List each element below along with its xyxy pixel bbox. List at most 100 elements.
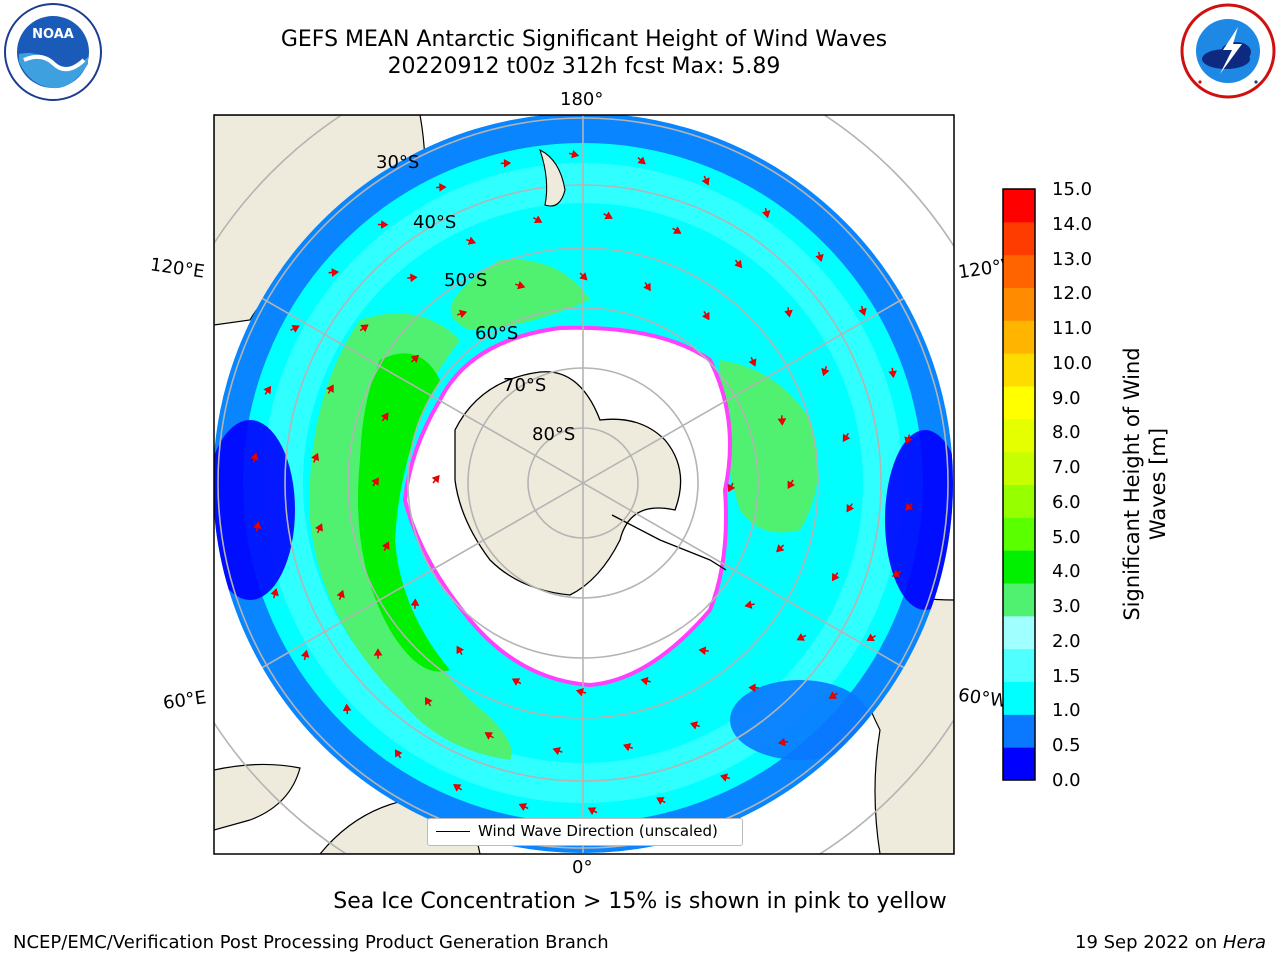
wind-arrow-head: [533, 215, 543, 223]
colorbar-segment: [1003, 320, 1035, 354]
wind-arrow-head: [381, 541, 390, 550]
colorbar-segment: [1003, 583, 1035, 617]
wind-arrow-head: [517, 281, 526, 290]
wind-arrow-head: [431, 474, 440, 484]
colorbar-tick-label: 0.0: [1052, 770, 1081, 791]
wind-arrow-head: [371, 477, 380, 486]
wind-arrow-head: [360, 324, 369, 333]
colorbar-tick-label: 6.0: [1052, 491, 1081, 513]
wind-arrow-head: [784, 309, 793, 318]
wind-arrow-head: [410, 598, 420, 606]
lon-label-180: 180°: [560, 89, 604, 110]
colorbar-tick-label: 12.0: [1052, 283, 1093, 305]
colorbar-segment: [1003, 287, 1035, 321]
colorbar-tick-label: 0.5: [1052, 735, 1081, 757]
map-legend: Wind Wave Direction (unscaled): [427, 818, 743, 846]
wind-arrows: [250, 149, 914, 815]
colorbar-segment: [1003, 353, 1035, 387]
colorbar-segment: [1003, 714, 1035, 748]
colorbar-tick-label: 1.0: [1052, 700, 1081, 722]
antarctic-map: 30°S 40°S 50°S 60°S 70°S 80°S: [213, 114, 955, 855]
wind-arrow-head: [425, 696, 433, 706]
colorbar-segment: [1003, 386, 1035, 420]
lat-label-80s: 80°S: [532, 424, 575, 445]
colorbar-tick-label: 4.0: [1052, 561, 1081, 583]
wind-arrow-head: [453, 784, 462, 792]
wind-arrow-head: [815, 253, 824, 263]
noaa-logo-text: NOAA: [32, 27, 74, 42]
wind-arrow-head: [252, 521, 262, 530]
wind-arrow-head: [270, 588, 279, 597]
wind-arrow-head: [656, 797, 665, 805]
wind-arrow-head: [734, 259, 743, 269]
wind-arrow-head: [842, 433, 851, 443]
wind-arrow-head: [291, 324, 300, 333]
colorbar-label: Significant Height of Wind Waves [m]: [1120, 347, 1170, 621]
wind-arrow-head: [263, 385, 272, 395]
colorbar-segment: [1003, 681, 1035, 715]
lat-label-70s: 70°S: [503, 375, 546, 396]
noaa-logo: NOAA: [4, 3, 102, 101]
wind-arrow-head: [622, 743, 632, 752]
wind-arrow-head: [846, 503, 855, 513]
colorbar-tick-label: 8.0: [1052, 422, 1081, 444]
wind-arrow-head: [315, 523, 323, 532]
colorbar-segment: [1003, 615, 1035, 650]
wind-arrow-head: [891, 569, 901, 577]
wind-arrow-head: [575, 687, 584, 697]
wind-arrow-head: [342, 703, 352, 712]
wind-arrow-head: [776, 544, 785, 553]
wind-arrow-head: [458, 309, 468, 319]
wind-arrow-head: [467, 236, 477, 245]
wind-arrow-head: [373, 648, 383, 656]
colorbar-segment: [1003, 517, 1035, 551]
lat-label-40s: 40°S: [413, 212, 456, 233]
wind-arrow-head: [326, 384, 334, 393]
footer-date-text: 19 Sep 2022 on: [1075, 932, 1223, 953]
wind-arrow-head: [787, 480, 796, 490]
wind-arrow-head: [503, 158, 512, 168]
wind-arrow-head: [518, 803, 528, 811]
colorbar-tick-label: 5.0: [1052, 526, 1081, 548]
colorbar-tick-label: 1.5: [1052, 665, 1081, 687]
legend-line-sample: [436, 831, 470, 832]
wind-arrow-head: [673, 226, 682, 234]
lat-label-50s: 50°S: [444, 270, 487, 291]
colorbar-tick-label: 14.0: [1052, 213, 1093, 235]
wind-arrow-head: [579, 272, 588, 281]
colorbar-tick-label: 3.0: [1052, 596, 1081, 618]
map-title: GEFS MEAN Antarctic Significant Height o…: [280, 27, 888, 52]
legend-label: Wind Wave Direction (unscaled): [478, 822, 718, 840]
colorbar-segment: [1003, 189, 1035, 223]
footer-credit: NCEP/EMC/Verification Post Processing Pr…: [13, 932, 609, 953]
wind-arrow-head: [689, 721, 699, 730]
wind-arrow-head: [727, 483, 736, 493]
wind-arrow-head: [888, 370, 897, 379]
wind-arrow-head: [796, 633, 805, 641]
wind-arrow-head: [637, 156, 646, 165]
lon-label-60e: 60°E: [161, 687, 208, 714]
wind-arrow-head: [410, 354, 419, 363]
wind-arrow-head: [640, 676, 649, 686]
colorbar-segment: [1003, 418, 1035, 453]
wind-arrow-head: [331, 268, 340, 277]
wind-arrow-head: [571, 149, 580, 159]
lon-label-120e: 120°E: [148, 254, 206, 283]
wind-arrow-head: [698, 646, 707, 655]
wind-arrow-head: [604, 211, 613, 220]
wind-arrow-head: [456, 645, 465, 655]
colorbar-tick-label: 13.0: [1052, 248, 1093, 270]
wind-arrow-head: [831, 572, 840, 582]
colorbar-segment: [1003, 484, 1035, 518]
wind-arrow-head: [439, 183, 447, 192]
wind-arrow-head: [748, 358, 757, 367]
colorbar-tick-label: 15.0: [1052, 179, 1093, 200]
madagascar-land: [214, 763, 301, 831]
nws-logo: [1180, 3, 1276, 99]
colorbar-tick-label: 10.0: [1052, 352, 1093, 374]
wind-arrow-head: [828, 691, 838, 699]
footer-host: Hera: [1222, 932, 1266, 953]
colorbar-segment: [1003, 254, 1035, 288]
wind-arrow-head: [250, 452, 259, 461]
high-wave-band: [309, 313, 512, 760]
